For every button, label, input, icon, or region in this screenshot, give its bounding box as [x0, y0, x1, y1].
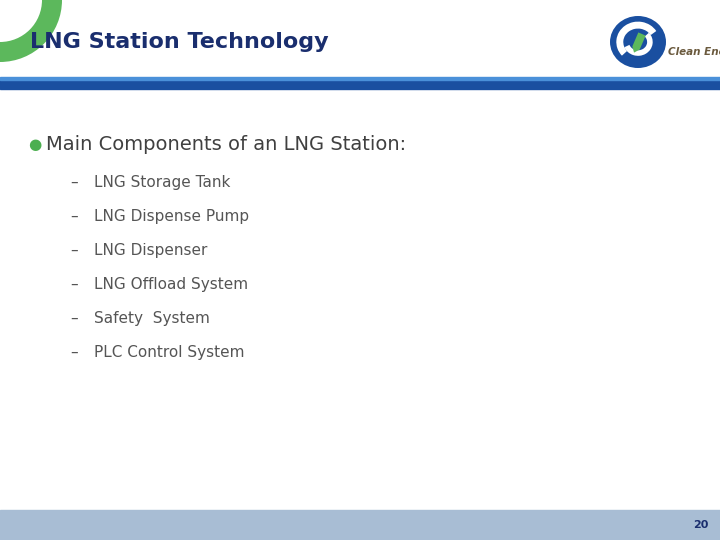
Bar: [0, 0, 720, 89]
Text: Clean Energy: Clean Energy: [668, 47, 720, 57]
Wedge shape: [0, 0, 42, 42]
Text: LNG Dispenser: LNG Dispenser: [94, 242, 207, 258]
Text: Safety  System: Safety System: [94, 310, 210, 326]
Text: Main Components of an LNG Station:: Main Components of an LNG Station:: [46, 134, 406, 153]
Text: –: –: [70, 276, 78, 292]
Text: –: –: [70, 174, 78, 190]
Bar: [0, 510, 720, 540]
Text: 20: 20: [693, 520, 708, 530]
Text: –: –: [70, 242, 78, 258]
Text: LNG Station Technology: LNG Station Technology: [30, 32, 328, 52]
FancyArrow shape: [632, 32, 646, 52]
Wedge shape: [0, 0, 62, 62]
Text: –: –: [70, 310, 78, 326]
Ellipse shape: [610, 16, 666, 68]
Bar: [0, 80, 720, 89]
Text: –: –: [70, 345, 78, 360]
Text: LNG Offload System: LNG Offload System: [94, 276, 248, 292]
Text: PLC Control System: PLC Control System: [94, 345, 245, 360]
Text: –: –: [70, 208, 78, 224]
Bar: [0, 77, 720, 80]
Text: LNG Storage Tank: LNG Storage Tank: [94, 174, 230, 190]
Text: ●: ●: [28, 137, 41, 152]
Text: LNG Dispense Pump: LNG Dispense Pump: [94, 208, 249, 224]
